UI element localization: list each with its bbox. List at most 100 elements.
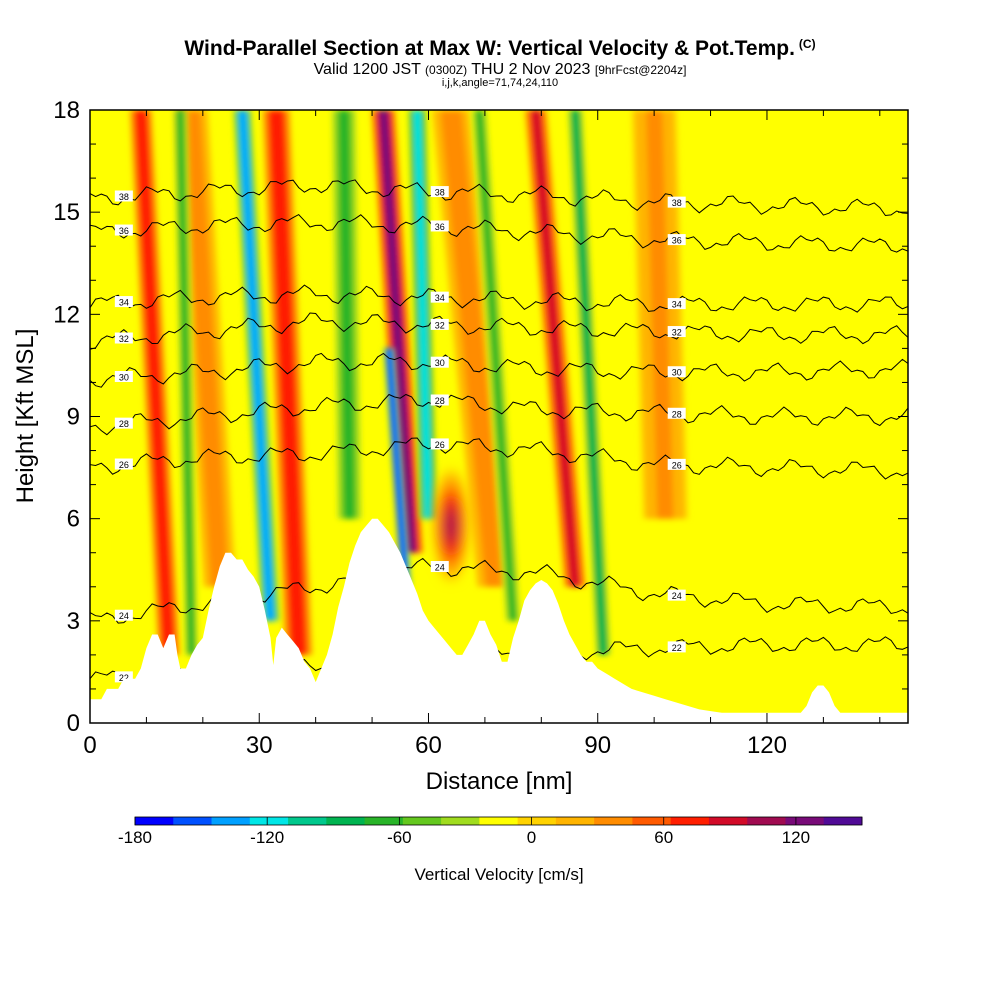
theta-label-bg-34-0 [114, 296, 133, 308]
copyright-mark: (C) [798, 37, 816, 51]
colorbar-swatch-13 [632, 817, 672, 825]
theta-label-bg-24-0 [114, 609, 133, 621]
theta-label-38-2: 38 [672, 198, 682, 208]
updraft-band-0-shell-4 [136, 110, 173, 655]
chart-title: Wind-Parallel Section at Max W: Vertical… [184, 37, 816, 60]
theta-label-24-1: 24 [435, 563, 445, 573]
updraft-band-4-shell-4 [443, 110, 504, 587]
theta-label-bg-28-2 [667, 407, 686, 419]
y-tick-label-0: 0 [67, 710, 80, 737]
updraft-core-0 [434, 470, 468, 580]
x-axis-title: Distance [nm] [426, 768, 573, 795]
theta-label-bg-38-0 [114, 190, 133, 202]
downdraft-band-5 [470, 110, 522, 621]
theta-label-26-2: 26 [672, 460, 682, 470]
theta-label-34-0: 34 [119, 298, 129, 308]
x-tick-label-120: 120 [747, 732, 787, 759]
colorbar-swatch-9 [479, 817, 519, 825]
theta-label-bg-26-1 [430, 438, 449, 450]
colorbar-title: Vertical Velocity [cm/s] [414, 865, 583, 884]
theta-label-bg-38-1 [430, 186, 449, 198]
x-tick-label-30: 30 [246, 732, 273, 759]
y-axis-title: Height [Kft MSL] [12, 329, 39, 504]
theta-label-bg-30-0 [114, 370, 133, 382]
colorbar-swatch-15 [708, 817, 748, 825]
downdraft-band-2 [329, 110, 364, 519]
colorbar-swatch-2 [211, 817, 251, 825]
downdraft-band-0 [172, 110, 199, 655]
downdraft-band-2-shell-4 [338, 110, 355, 519]
updraft-band-1 [174, 110, 237, 587]
updraft-band-2-shell-4 [271, 110, 304, 655]
theta-label-22-0: 22 [119, 673, 129, 683]
downdraft-band-4 [408, 110, 438, 519]
theta-label-32-0: 32 [119, 334, 129, 344]
downdraft-band-5-shell-4 [476, 110, 517, 621]
colorbar-swatch-7 [402, 817, 442, 825]
theta-contour-34 [90, 284, 908, 313]
theta-label-bg-32-1 [430, 318, 449, 330]
updraft-band-6-shell-4 [646, 110, 674, 519]
downdraft-band-1 [233, 110, 280, 621]
theta-label-bg-36-0 [114, 224, 133, 236]
updraft-band-5-shell-4 [531, 110, 580, 587]
colorbar-tick-label-3: 0 [527, 828, 536, 847]
theta-label-bg-24-2 [667, 589, 686, 601]
theta-label-30-0: 30 [119, 372, 129, 382]
downdraft-band-1-shell-4 [239, 110, 274, 621]
theta-label-bg-36-1 [430, 220, 449, 232]
downdraft-band-6-shell-4 [572, 110, 607, 655]
colorbar-swatch-6 [364, 817, 404, 825]
colorbar-swatch-3 [249, 817, 289, 825]
colorbar-tick-label-0: -180 [118, 828, 152, 847]
colorbar-tick-label-1: -120 [250, 828, 284, 847]
theta-label-bg-34-2 [667, 298, 686, 310]
theta-label-bg-32-2 [667, 326, 686, 338]
theta-label-bg-28-0 [114, 417, 133, 429]
theta-label-28-0: 28 [119, 419, 129, 429]
theta-label-32-1: 32 [435, 320, 445, 330]
y-tick-label-6: 6 [67, 506, 80, 533]
y-tick-label-18: 18 [53, 97, 80, 124]
theta-contour-28 [90, 393, 908, 436]
y-tick-label-3: 3 [67, 608, 80, 635]
colorbar-swatch-1 [173, 817, 213, 825]
y-tick-label-9: 9 [67, 404, 80, 431]
terrain-mask [90, 518, 908, 723]
theta-label-30-1: 30 [435, 358, 445, 368]
theta-label-28-1: 28 [435, 396, 445, 406]
colorbar: -180 -120 -60 0 60 120 [118, 816, 863, 847]
downdraft-band-6 [566, 110, 612, 655]
theta-label-34-2: 34 [672, 300, 682, 310]
theta-label-bg-26-2 [667, 458, 686, 470]
theta-label-bg-30-1 [430, 356, 449, 368]
theta-label-bg-36-2 [667, 234, 686, 246]
colorbar-swatch-5 [326, 817, 366, 825]
updraft-band-0 [129, 110, 181, 655]
theta-label-26-0: 26 [119, 460, 129, 470]
theta-label-bg-38-2 [667, 196, 686, 208]
plot-area: 2222222424242626262828283030303232323434… [90, 110, 908, 723]
theta-label-32-2: 32 [672, 328, 682, 338]
updraft-band-4 [431, 110, 516, 587]
x-tick-label-60: 60 [415, 732, 442, 759]
grid-info: i,j,k,angle=71,74,24,110 [441, 77, 559, 89]
theta-label-bg-28-1 [430, 394, 449, 406]
theta-label-38-0: 38 [119, 192, 129, 202]
theta-label-30-2: 30 [672, 368, 682, 378]
theta-contour-38 [90, 179, 908, 217]
theta-label-bg-32-0 [114, 332, 133, 344]
colorbar-swatch-10 [517, 817, 557, 825]
colorbar-swatch-8 [441, 817, 480, 825]
theta-label-bg-22-2 [667, 641, 686, 653]
colorbar-swatch-11 [555, 817, 595, 825]
theta-label-28-2: 28 [672, 409, 682, 419]
theta-label-38-1: 38 [435, 188, 445, 198]
theta-label-34-1: 34 [435, 293, 445, 303]
theta-label-24-2: 24 [672, 591, 682, 601]
colorbar-tick-label-4: 60 [654, 828, 673, 847]
theta-label-bg-26-0 [114, 458, 133, 470]
